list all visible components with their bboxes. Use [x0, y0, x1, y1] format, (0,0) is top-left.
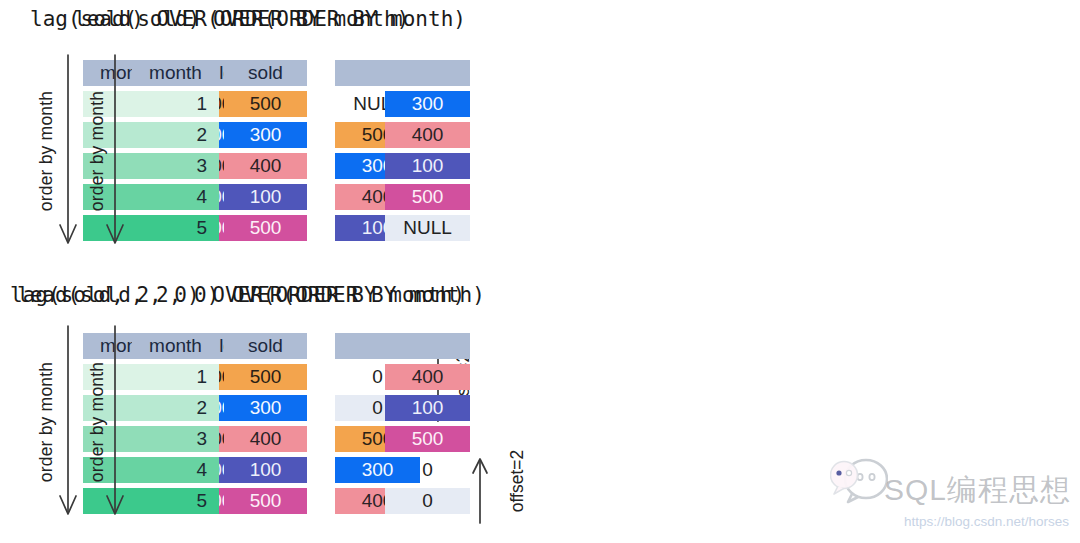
sold-column-header: sold — [224, 333, 307, 359]
offset-up-arrow-icon — [470, 455, 490, 525]
table-row: 2300 — [132, 395, 307, 421]
watermark: SQL编程思想 https://blog.csdn.net/horses — [828, 450, 1080, 540]
result-cell: 400 — [385, 364, 470, 390]
watermark-url-text: https://blog.csdn.net/horses — [904, 514, 1069, 529]
result-cell: 500 — [385, 426, 470, 452]
source-table: month sold 15002300340041005500 — [132, 333, 307, 514]
sold-column-header: sold — [224, 60, 307, 86]
month-cell: 4 — [132, 184, 219, 210]
month-column-header: month — [132, 333, 219, 359]
table-header-row: month sold — [132, 60, 307, 86]
wechat-icon — [830, 453, 888, 517]
sold-cell: 500 — [224, 488, 307, 514]
table-header-row: month sold — [132, 333, 307, 359]
order-by-down-arrow-icon — [105, 324, 125, 520]
sold-cell: 100 — [224, 184, 307, 210]
sold-cell: 300 — [224, 395, 307, 421]
table-row: 3400 — [132, 153, 307, 179]
month-cell: 1 — [132, 364, 219, 390]
sold-cell: 500 — [224, 215, 307, 241]
panel-lead-offset: lead(sold, 2, 0) OVER(ORDER BY month) or… — [0, 271, 540, 542]
panel-title-code: lead(sold) OVER(ORDER BY month) — [74, 7, 466, 31]
result-cell: 0 — [385, 488, 470, 514]
month-cell: 5 — [132, 215, 219, 241]
watermark-brand-text: SQL编程思想 — [884, 470, 1071, 511]
sold-cell: 400 — [224, 426, 307, 452]
result-cell: 400 — [385, 122, 470, 148]
result-cell: 300 — [385, 91, 470, 117]
result-cell: 100 — [385, 395, 470, 421]
month-column-header: month — [132, 60, 219, 86]
table-row: 4100 — [132, 184, 307, 210]
sold-cell: 500 — [224, 364, 307, 390]
month-cell: 3 — [132, 426, 219, 452]
order-by-down-arrow-icon — [105, 53, 125, 249]
month-cell: 4 — [132, 457, 219, 483]
month-cell: 1 — [132, 91, 219, 117]
table-row: 5500 — [132, 488, 307, 514]
month-cell: 5 — [132, 488, 219, 514]
sold-cell: 400 — [224, 153, 307, 179]
table-row: 1500 — [132, 91, 307, 117]
result-column: 300 400 100 500 NULL — [385, 60, 470, 241]
table-row: 3400 — [132, 426, 307, 452]
result-cell: 500 — [385, 184, 470, 210]
panel-title-code: lead(sold, 2, 0) OVER(ORDER BY month) — [17, 283, 485, 307]
offset-label: offset=2 — [507, 450, 528, 512]
table-row: 1500 — [132, 364, 307, 390]
table-row: 5500 — [132, 215, 307, 241]
source-table: month sold 15002300340041005500 — [132, 60, 307, 241]
sold-cell: 100 — [224, 457, 307, 483]
result-cell: NULL — [385, 215, 470, 241]
result-cell: 0 — [385, 457, 470, 483]
result-cell: 100 — [385, 153, 470, 179]
month-cell: 2 — [132, 395, 219, 421]
result-header-cell — [385, 333, 470, 359]
sold-cell: 300 — [224, 122, 307, 148]
month-cell: 2 — [132, 122, 219, 148]
result-column: 400 100 500 0 0 — [385, 333, 470, 514]
panel-lead-simple: lead(sold) OVER(ORDER BY month) order by… — [0, 0, 540, 271]
table-row: 2300 — [132, 122, 307, 148]
sold-cell: 500 — [224, 91, 307, 117]
result-header-cell — [385, 60, 470, 86]
table-row: 4100 — [132, 457, 307, 483]
month-cell: 3 — [132, 153, 219, 179]
